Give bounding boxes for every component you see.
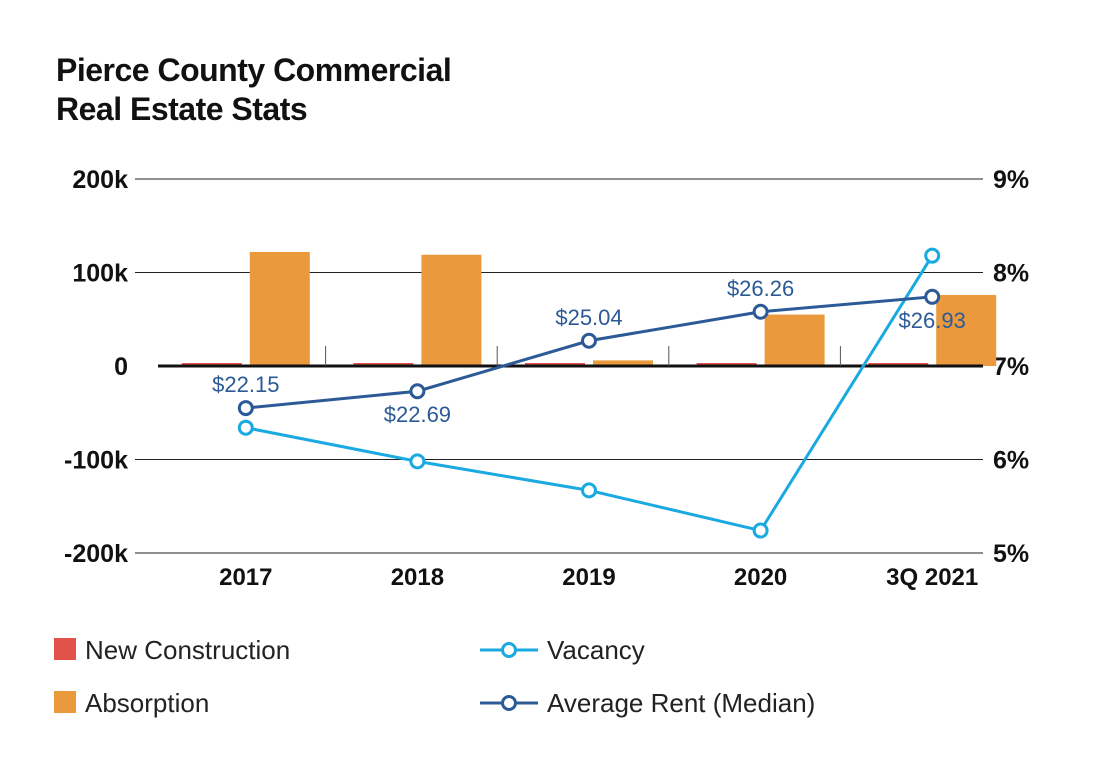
absorption-bar [593,360,653,366]
category-label: 3Q 2021 [886,564,978,591]
left-tick-label: 200k [72,166,128,194]
absorption-bar [421,254,482,366]
average-rent-point [409,383,426,400]
bar-series [181,251,997,366]
chart-title-line-2: Real Estate Stats [56,91,307,127]
legend-marker [501,642,517,658]
category-label: 2020 [734,564,787,591]
legend-marker [501,695,517,711]
category-axis: 2017 2018 2019 2020 3Q 2021 [219,564,978,591]
right-axis: 9% 8% 7% 6% 5% [993,166,1029,568]
vacancy-point [237,419,254,436]
legend-swatch-new-construction [54,638,76,660]
average-rent-point [752,303,769,320]
vacancy-point [581,482,597,499]
average-rent-point [237,400,254,417]
zero-baseline [158,346,983,368]
rent-data-label: $25.04 [555,305,622,330]
legend-label: Absorption [85,688,209,718]
rent-data-label: $22.15 [212,372,279,397]
rent-data-label: $26.26 [727,276,794,301]
left-tick-label: -100k [64,447,128,475]
category-label: 2019 [562,564,615,591]
data-labels: $22.15 $22.69 $25.04 $26.26 $26.93 [212,276,966,427]
absorption-bar [764,314,825,366]
vacancy-point [409,453,426,470]
right-tick-label: 5% [993,540,1029,568]
left-tick-label: 0 [114,353,128,381]
absorption-bar [936,294,997,366]
right-tick-label: 8% [993,260,1029,288]
left-axis: 200k 100k 0 -100k -200k [64,166,128,568]
average-rent-point [581,332,597,349]
rent-data-label: $22.69 [384,402,451,427]
legend-label: Average Rent (Median) [547,688,815,718]
legend: New Construction Vacancy Absorption Average… [54,635,815,718]
left-tick-label: 100k [72,260,128,288]
right-tick-label: 9% [993,166,1029,194]
legend-label: New Construction [85,635,290,665]
legend-swatch-absorption [54,691,76,713]
category-label: 2017 [219,564,272,591]
left-tick-label: -200k [64,540,128,568]
vacancy-point [752,522,769,539]
chart-title-line-1: Pierce County Commercial [56,52,451,88]
right-tick-label: 7% [993,353,1029,381]
average-rent-point [924,288,941,305]
category-label: 2018 [391,564,444,591]
line-series [237,247,941,539]
vacancy-point [924,247,941,264]
right-tick-label: 6% [993,447,1029,475]
rent-data-label: $26.93 [899,308,966,333]
legend-label: Vacancy [547,635,645,665]
absorption-bar [249,251,310,366]
